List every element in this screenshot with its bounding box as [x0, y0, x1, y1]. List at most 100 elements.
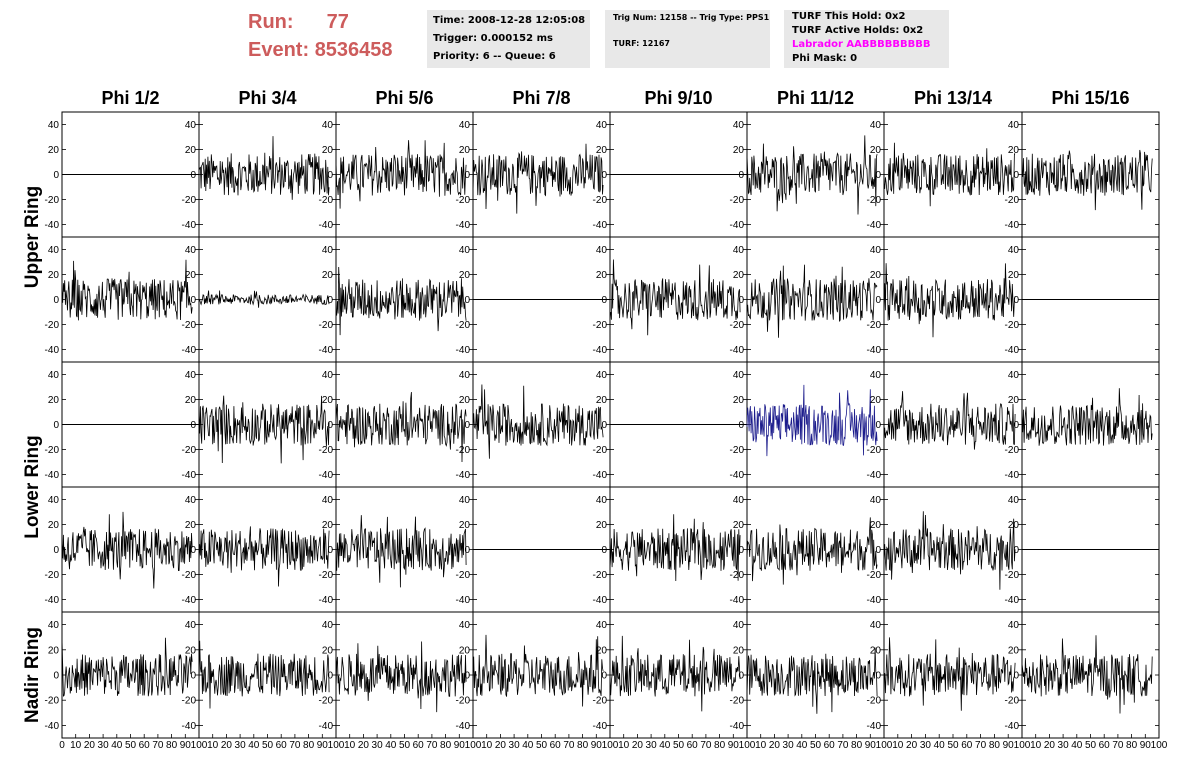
y-tick-label: 40: [185, 620, 197, 631]
waveform-trace-r3-c7: [883, 391, 1016, 450]
x-tick-label: 70: [152, 740, 164, 751]
turf-active-holds-text: TURF Active Holds: 0x2: [792, 25, 924, 36]
y-tick-label: -40: [1005, 470, 1020, 481]
y-tick-label: 0: [738, 545, 744, 556]
y-tick-label: 0: [1013, 545, 1019, 556]
y-tick-label: 40: [733, 120, 745, 131]
x-tick-label: 50: [947, 740, 959, 751]
x-tick-label: 100: [328, 740, 345, 751]
x-tick-label: 60: [1099, 740, 1111, 751]
x-tick-label: 20: [358, 740, 370, 751]
x-tick-label: 80: [1126, 740, 1138, 751]
y-tick-label: -20: [319, 195, 334, 206]
y-tick-label: 0: [875, 420, 881, 431]
y-tick-label: -40: [182, 721, 197, 732]
y-tick-label: 20: [596, 270, 608, 281]
x-tick-label: 10: [481, 740, 493, 751]
x-tick-label: 0: [59, 740, 65, 751]
y-tick-label: 20: [459, 520, 471, 531]
y-tick-label: 20: [1008, 520, 1020, 531]
y-tick-label: 20: [596, 520, 608, 531]
y-tick-label: 20: [185, 395, 197, 406]
y-tick-label: -40: [1005, 721, 1020, 732]
y-tick-label: -40: [867, 345, 882, 356]
x-tick-label: 90: [591, 740, 603, 751]
y-tick-label: 0: [1013, 295, 1019, 306]
y-tick-label: 0: [53, 295, 59, 306]
x-tick-label: 60: [687, 740, 699, 751]
x-tick-label: 20: [632, 740, 644, 751]
x-tick-label: 10: [755, 740, 767, 751]
y-tick-label: 20: [870, 395, 882, 406]
y-tick-label: 20: [870, 145, 882, 156]
y-tick-label: 40: [459, 620, 471, 631]
x-tick-label: 80: [303, 740, 315, 751]
y-tick-label: 20: [459, 395, 471, 406]
y-tick-label: 0: [1013, 170, 1019, 181]
y-tick-label: 40: [870, 370, 882, 381]
y-tick-label: -40: [456, 721, 471, 732]
y-tick-label: -40: [867, 220, 882, 231]
y-tick-label: -20: [319, 445, 334, 456]
y-tick-label: 20: [733, 395, 745, 406]
y-tick-label: 20: [1008, 145, 1020, 156]
column-header-1: Phi 1/2: [101, 88, 159, 108]
run-value: 77: [326, 11, 349, 33]
y-tick-label: 40: [48, 370, 60, 381]
y-tick-label: 20: [733, 520, 745, 531]
y-tick-label: 20: [322, 645, 334, 656]
trig-num-text: Trig Num: 12158 -- Trig Type: PPS1: [613, 13, 770, 22]
y-tick-label: -40: [1005, 220, 1020, 231]
y-tick-label: -20: [730, 445, 745, 456]
x-tick-label: 70: [563, 740, 575, 751]
y-tick-label: -40: [182, 345, 197, 356]
y-tick-label: -40: [182, 220, 197, 231]
x-tick-label: 60: [824, 740, 836, 751]
y-tick-label: -40: [45, 345, 60, 356]
y-tick-label: 20: [48, 270, 60, 281]
waveform-trace-r4-c5: [609, 514, 741, 582]
column-header-2: Phi 3/4: [238, 88, 296, 108]
waveform-trace-r2-c6: [746, 264, 878, 338]
y-tick-label: -40: [593, 220, 608, 231]
x-tick-label: 10: [344, 740, 356, 751]
x-tick-label: 100: [739, 740, 756, 751]
x-tick-label: 80: [166, 740, 178, 751]
y-tick-label: -20: [593, 570, 608, 581]
waveform-trace-r5-c2: [198, 640, 330, 709]
y-tick-label: 40: [1008, 495, 1020, 506]
y-tick-label: 20: [870, 645, 882, 656]
y-tick-label: -40: [593, 721, 608, 732]
y-tick-label: 0: [1013, 420, 1019, 431]
y-tick-label: 0: [601, 545, 607, 556]
x-tick-label: 10: [207, 740, 219, 751]
x-tick-label: 10: [892, 740, 904, 751]
waveform-trace-r2-c1: [61, 259, 193, 321]
y-tick-label: -20: [456, 696, 471, 707]
y-tick-label: -20: [456, 445, 471, 456]
y-tick-label: 40: [185, 495, 197, 506]
x-tick-label: 90: [180, 740, 192, 751]
x-tick-label: 80: [577, 740, 589, 751]
y-tick-label: -40: [867, 595, 882, 606]
waveform-trace-r3-c4: [472, 384, 604, 459]
y-tick-label: -20: [593, 320, 608, 331]
y-tick-label: 0: [464, 295, 470, 306]
trigger-text: Trigger: 0.000152 ms: [433, 33, 553, 44]
waveform-trace-r5-c3: [335, 641, 467, 713]
x-tick-label: 40: [385, 740, 397, 751]
y-tick-label: 40: [596, 495, 608, 506]
y-tick-label: 20: [870, 520, 882, 531]
turf-info-box: TURF This Hold: 0x2 TURF Active Holds: 0…: [784, 10, 949, 68]
waveform-trace-r4-c2: [198, 526, 330, 587]
waveform-trace-r5-c8: [1021, 635, 1153, 714]
x-tick-label: 60: [276, 740, 288, 751]
y-tick-label: 0: [738, 170, 744, 181]
y-tick-label: 20: [48, 145, 60, 156]
y-tick-label: 40: [48, 120, 60, 131]
y-tick-label: 40: [1008, 620, 1020, 631]
y-tick-label: -40: [456, 595, 471, 606]
x-tick-label: 30: [235, 740, 247, 751]
y-tick-label: -40: [593, 345, 608, 356]
x-tick-label: 70: [700, 740, 712, 751]
